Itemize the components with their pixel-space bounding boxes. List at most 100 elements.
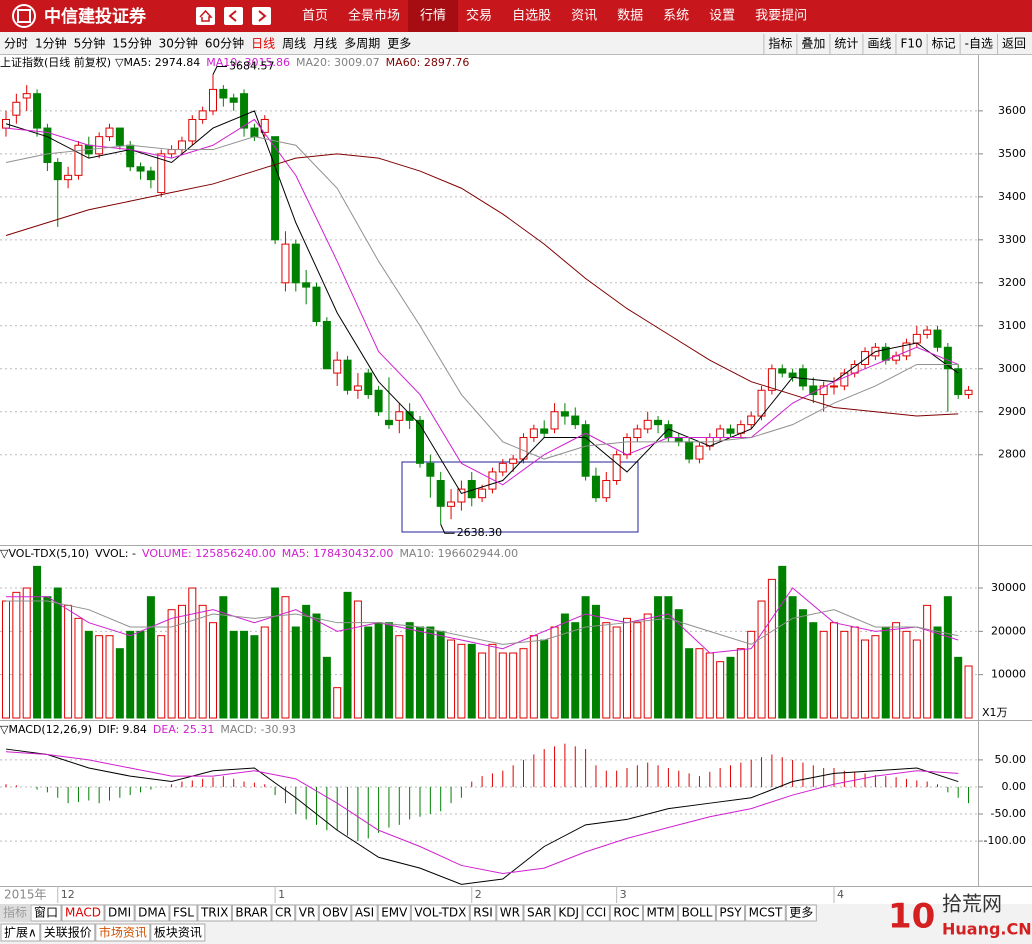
volume-bar	[529, 635, 538, 719]
indicator-tab[interactable]: OBV	[322, 906, 348, 920]
candle-body	[416, 419, 424, 464]
nav-item[interactable]: 设置	[709, 9, 735, 24]
tool-button[interactable]: 返回	[1002, 37, 1026, 51]
period-tab[interactable]: 更多	[387, 37, 411, 51]
indicator-tab[interactable]: 窗口	[34, 906, 58, 920]
candle-body	[240, 93, 249, 129]
tool-button[interactable]: F10	[900, 37, 922, 51]
legend-entry: DEA: 25.31	[153, 723, 214, 736]
indicator-tab[interactable]: EMV	[381, 906, 408, 920]
indicator-tab[interactable]: RSI	[473, 906, 493, 920]
back-button[interactable]	[224, 7, 243, 25]
indicator-tab[interactable]: CCI	[586, 906, 606, 920]
volume-bar	[747, 630, 756, 719]
legend-entry: MA5: 178430432.00	[282, 547, 394, 560]
period-tab[interactable]: 60分钟	[205, 36, 244, 51]
indicator-tab[interactable]: MACD	[65, 906, 101, 920]
panel-title: 上证指数(日线 前复权)	[0, 55, 111, 69]
info-tab[interactable]: 市场资讯	[99, 925, 147, 940]
period-tab[interactable]: 月线	[313, 37, 337, 51]
volume-bar	[540, 639, 549, 719]
candle-body	[219, 88, 228, 99]
indicator-tab[interactable]: DMI	[108, 906, 131, 920]
nav-item[interactable]: 交易	[466, 8, 492, 24]
volume-bar	[560, 613, 569, 719]
candle-body	[840, 372, 849, 387]
indicator-tab[interactable]: TRIX	[200, 906, 228, 920]
panel-title: ▽MACD(12,26,9)	[0, 723, 92, 736]
candle-body	[685, 441, 694, 460]
volume-bar	[457, 643, 466, 719]
legend-entry: MA10: 3015.86	[206, 56, 290, 69]
nav-item[interactable]: 数据	[617, 9, 643, 24]
indicator-tab[interactable]: VR	[299, 906, 316, 920]
tool-button[interactable]: 指标	[768, 36, 792, 51]
info-tab[interactable]: 扩展∧	[4, 926, 37, 940]
tool-button[interactable]: -自选	[965, 37, 993, 51]
indicator-tab[interactable]: DMA	[138, 906, 167, 920]
indicator-tab[interactable]: BOLL	[682, 906, 713, 920]
nav-item[interactable]: 首页	[302, 9, 328, 24]
candle-body	[198, 110, 207, 120]
volume-bar	[943, 596, 952, 719]
indicator-tab[interactable]: KDJ	[558, 906, 579, 920]
period-tab[interactable]: 分时	[4, 37, 28, 51]
nav-item[interactable]: 资讯	[571, 9, 597, 24]
indicator-tab[interactable]: SAR	[527, 906, 551, 920]
period-tab[interactable]: 日线	[251, 37, 275, 51]
info-tab[interactable]: 关联报价	[44, 925, 92, 940]
indicator-tab[interactable]: FSL	[173, 906, 194, 920]
home-button[interactable]	[196, 7, 215, 25]
tool-button[interactable]: 叠加	[801, 37, 825, 51]
nav-item[interactable]: 全景市场	[348, 8, 400, 24]
volume-bar	[778, 565, 787, 719]
legend-entry: MA10: 196602944.00	[399, 547, 518, 560]
candle-body	[819, 385, 828, 396]
volume-bar	[353, 600, 362, 719]
period-tab[interactable]: 15分钟	[112, 36, 151, 51]
volume-bar	[240, 630, 249, 719]
info-tab[interactable]: 板块资讯	[154, 926, 202, 940]
y-tick-label: 30000	[991, 581, 1026, 594]
y-tick-label: 3000	[998, 362, 1026, 375]
period-tab[interactable]: 30分钟	[159, 36, 198, 51]
forward-button[interactable]	[252, 7, 271, 25]
volume-bar	[809, 622, 818, 719]
volume-bar	[467, 643, 476, 719]
candle-body	[105, 127, 114, 138]
indicator-tab[interactable]: 更多	[789, 906, 813, 920]
tab-bg	[496, 904, 524, 922]
period-tab[interactable]: 5分钟	[74, 36, 106, 51]
candle-body	[560, 411, 569, 417]
nav-item[interactable]: 自选股	[512, 9, 551, 24]
candle-body	[654, 419, 663, 426]
nav-item[interactable]: 我要提问	[755, 8, 807, 24]
indicator-tab[interactable]: MTM	[647, 906, 675, 920]
volume-bar	[954, 656, 963, 719]
indicator-tab[interactable]: WR	[500, 906, 520, 920]
indicator-tab[interactable]: CR	[275, 906, 292, 920]
indicator-tab[interactable]: ROC	[613, 906, 639, 920]
indicator-tab[interactable]: VOL-TDX	[414, 906, 466, 920]
candle-body	[281, 243, 290, 284]
indicator-tab[interactable]: ASI	[355, 906, 374, 920]
period-tab[interactable]: 多周期	[344, 37, 380, 51]
tool-button[interactable]: 标记	[932, 37, 956, 51]
tab-bg	[745, 904, 786, 922]
nav-item[interactable]: 行情	[420, 9, 446, 24]
tool-button[interactable]: 画线	[867, 37, 891, 51]
indicator-tab[interactable]: BRAR	[235, 906, 268, 920]
volume-bar	[105, 635, 114, 719]
volume-bar	[219, 596, 228, 719]
year-label: 2015年	[4, 888, 47, 902]
indicator-tab[interactable]: MCST	[749, 906, 783, 920]
period-tab[interactable]: 1分钟	[35, 36, 67, 51]
volume-bar	[333, 687, 342, 719]
tool-button[interactable]: 统计	[834, 37, 858, 51]
volume-bar	[498, 652, 507, 719]
annotation-label: 3684.57	[229, 60, 275, 73]
period-tab[interactable]: 周线	[282, 37, 306, 51]
nav-item[interactable]: 系统	[663, 9, 689, 24]
indicator-tab[interactable]: PSY	[719, 906, 742, 920]
candle-body	[767, 368, 776, 391]
